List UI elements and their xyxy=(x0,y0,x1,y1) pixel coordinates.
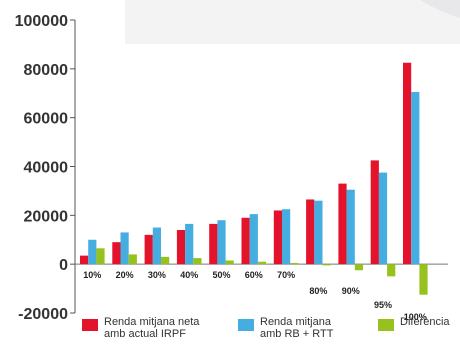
bar-diferencia xyxy=(419,264,428,295)
x-category-label: 80% xyxy=(309,286,327,296)
bar-rb-rtt xyxy=(346,189,355,265)
bar-irpf xyxy=(241,217,250,265)
x-category-label: 10% xyxy=(83,270,101,280)
bar-rb-rtt xyxy=(217,220,226,265)
x-category-label: 30% xyxy=(148,270,166,280)
bar-diferencia xyxy=(354,264,363,271)
y-tick-label: 80000 xyxy=(24,62,69,79)
x-category-label: 20% xyxy=(116,270,134,280)
bar-rb-rtt xyxy=(249,214,258,265)
y-tick-label: 40000 xyxy=(24,160,69,177)
legend: Renda mitjana neta amb actual IRPF Renda… xyxy=(0,316,460,345)
bar-diferencia xyxy=(96,248,105,265)
bar-irpf xyxy=(273,210,282,265)
y-tick-label: 0 xyxy=(59,257,68,274)
bar-diferencia xyxy=(257,261,267,265)
bar-rb-rtt xyxy=(88,239,97,265)
legend-item-diferencia: Diferència xyxy=(378,316,450,331)
legend-swatch-irpf xyxy=(82,319,98,331)
y-tick-label: -20000 xyxy=(18,306,68,323)
x-category-label: 95% xyxy=(374,300,392,310)
bar-irpf xyxy=(80,255,89,265)
bar-irpf xyxy=(144,234,153,265)
bar-diferencia xyxy=(193,258,202,265)
x-category-label: 50% xyxy=(212,270,230,280)
bar-irpf xyxy=(338,183,347,265)
legend-swatch-diferencia xyxy=(378,319,394,331)
bar-rb-rtt xyxy=(314,200,323,265)
legend-item-irpf: Renda mitjana neta amb actual IRPF xyxy=(82,316,199,340)
x-category-label: 40% xyxy=(180,270,198,280)
legend-label-irpf: Renda mitjana neta amb actual IRPF xyxy=(104,316,200,340)
bar-rb-rtt xyxy=(411,92,420,265)
bar-diferencia xyxy=(128,254,137,265)
bar-irpf xyxy=(370,160,379,265)
x-category-label: 90% xyxy=(342,286,360,296)
bar-diferencia xyxy=(290,262,299,265)
bar-irpf xyxy=(306,199,315,265)
y-tick-label: 100000 xyxy=(15,13,68,30)
bar-diferencia xyxy=(161,256,170,265)
legend-swatch-rb-rtt xyxy=(238,319,254,331)
bar-rb-rtt xyxy=(152,227,161,265)
legend-label-rb-rtt: Renda mitjana amb RB + RTT xyxy=(260,316,334,340)
bar-rb-rtt xyxy=(120,232,129,265)
bar-irpf xyxy=(403,62,412,265)
bar-irpf xyxy=(112,242,121,265)
bar-irpf xyxy=(209,223,218,265)
x-category-label: 70% xyxy=(277,270,295,280)
y-tick-label: 20000 xyxy=(24,208,69,225)
bar-diferencia xyxy=(387,264,396,277)
bar-rb-rtt xyxy=(378,172,388,265)
legend-label-diferencia: Diferència xyxy=(400,316,450,328)
legend-item-rb-rtt: Renda mitjana amb RB + RTT xyxy=(238,316,333,340)
bar-rb-rtt xyxy=(282,209,291,265)
bar-diferencia xyxy=(322,264,331,266)
bar-irpf xyxy=(176,229,186,265)
background-panel xyxy=(125,0,460,44)
x-category-label: 100% xyxy=(404,312,427,322)
y-tick-label: 60000 xyxy=(24,111,69,128)
x-category-label: 60% xyxy=(245,270,263,280)
bar-diferencia xyxy=(225,260,234,265)
background-corner-shape xyxy=(420,0,460,18)
bar-rb-rtt xyxy=(185,223,194,265)
